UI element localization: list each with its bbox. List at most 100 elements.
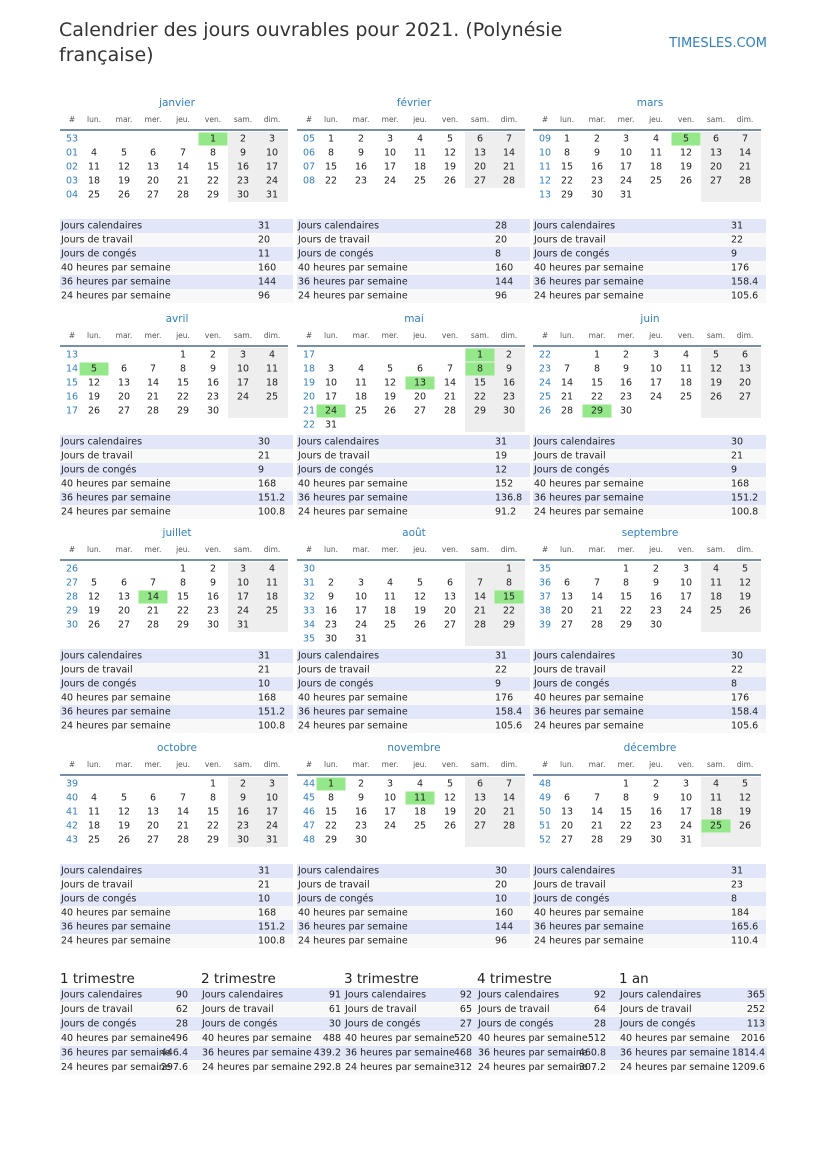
day-number: 14: [444, 378, 456, 389]
day-number: 14: [147, 378, 159, 389]
stat-band: [533, 233, 766, 247]
site-link[interactable]: TIMESLES.COM: [669, 36, 767, 51]
day-number: 14: [591, 592, 603, 603]
stat-value: 8: [731, 894, 737, 905]
weekend-shade: [228, 777, 288, 847]
week-number: 11: [539, 162, 551, 173]
day-number: 24: [325, 406, 337, 417]
stat-value: 23: [731, 880, 743, 891]
weekday-header: mar.: [116, 545, 133, 554]
day-number: 4: [269, 564, 275, 575]
day-number: 19: [384, 392, 396, 403]
stat-label: Jours calendaires: [60, 221, 142, 232]
day-number: 27: [474, 821, 486, 832]
day-number: 22: [325, 176, 337, 187]
weekday-header: jeu.: [412, 760, 427, 769]
day-number: 23: [355, 821, 367, 832]
weekday-header: mar.: [589, 331, 606, 340]
stat-band: [297, 705, 530, 719]
day-number: 11: [355, 378, 367, 389]
day-number: 13: [474, 148, 486, 159]
day-number: 14: [591, 807, 603, 818]
week-number: 21: [303, 406, 315, 417]
day-number: 19: [414, 606, 426, 617]
stat-value: 100.8: [258, 936, 285, 947]
day-number: 26: [88, 620, 100, 631]
weekday-header: #: [542, 760, 548, 769]
day-number: 26: [444, 821, 456, 832]
stat-band: [60, 289, 293, 303]
day-number: 10: [384, 148, 396, 159]
stat-label: Jours calendaires: [201, 990, 283, 1001]
day-number: 22: [207, 821, 219, 832]
stat-band: [297, 677, 530, 691]
day-number: 7: [506, 134, 512, 145]
stat-band: [533, 219, 766, 233]
weekday-header: sam.: [707, 545, 725, 554]
stat-label: 24 heures par semaine: [61, 507, 171, 518]
day-number: 6: [713, 134, 719, 145]
day-number: 13: [147, 807, 159, 818]
day-number: 28: [474, 620, 486, 631]
day-number: 2: [358, 134, 364, 145]
stat-value: 144: [495, 277, 513, 288]
day-number: 27: [118, 406, 130, 417]
day-number: 4: [417, 779, 423, 790]
stat-label: Jours calendaires: [60, 437, 142, 448]
day-number: 7: [564, 364, 570, 375]
holiday-cell: [138, 590, 168, 604]
stat-value: 30: [258, 437, 270, 448]
day-number: 8: [623, 793, 629, 804]
week-number: 20: [303, 392, 315, 403]
day-number: 5: [91, 364, 97, 375]
week-number: 12: [539, 176, 551, 187]
weekday-header: mar.: [589, 760, 606, 769]
stat-value: 31: [495, 651, 507, 662]
day-number: 21: [147, 606, 159, 617]
weekday-header: lun.: [87, 545, 101, 554]
day-number: 30: [237, 835, 249, 846]
stat-label: Jours de travail: [297, 880, 370, 891]
day-number: 28: [147, 406, 159, 417]
day-number: 26: [444, 176, 456, 187]
month-name: mars: [637, 97, 663, 109]
day-number: 10: [237, 364, 249, 375]
day-number: 10: [384, 793, 396, 804]
stat-value: 61: [329, 1004, 341, 1015]
day-number: 11: [266, 364, 278, 375]
day-number: 11: [680, 364, 692, 375]
day-number: 17: [355, 606, 367, 617]
weekday-header: mer.: [618, 115, 635, 124]
stat-band: [60, 663, 293, 677]
weekday-header: lun.: [324, 760, 338, 769]
stat-value: 20: [258, 235, 270, 246]
day-number: 8: [210, 148, 216, 159]
stat-band: [533, 719, 766, 733]
stat-value: 31: [258, 651, 270, 662]
stat-band: [60, 1002, 767, 1017]
day-number: 22: [561, 176, 573, 187]
stat-value: 96: [495, 291, 507, 302]
stat-label: Jours de congés: [297, 249, 373, 260]
day-number: 20: [474, 162, 486, 173]
weekday-header: #: [69, 331, 75, 340]
day-number: 19: [444, 162, 456, 173]
day-number: 16: [237, 162, 249, 173]
day-number: 16: [650, 807, 662, 818]
stat-label: Jours de congés: [533, 894, 609, 905]
week-number: 08: [303, 176, 315, 187]
week-number: 05: [303, 134, 315, 145]
stat-value: 176: [731, 693, 749, 704]
stat-value: 176: [731, 263, 749, 274]
weekday-header: dim.: [264, 760, 281, 769]
stat-value: 90: [176, 990, 188, 1001]
stat-label: Jours de congés: [60, 1019, 136, 1030]
stat-value: 105.6: [495, 721, 522, 732]
day-number: 1: [623, 779, 629, 790]
weekday-header: lun.: [324, 115, 338, 124]
week-number: 04: [66, 190, 78, 201]
day-number: 23: [591, 176, 603, 187]
day-number: 17: [237, 378, 249, 389]
day-number: 10: [266, 148, 278, 159]
stat-label: Jours de travail: [533, 235, 606, 246]
